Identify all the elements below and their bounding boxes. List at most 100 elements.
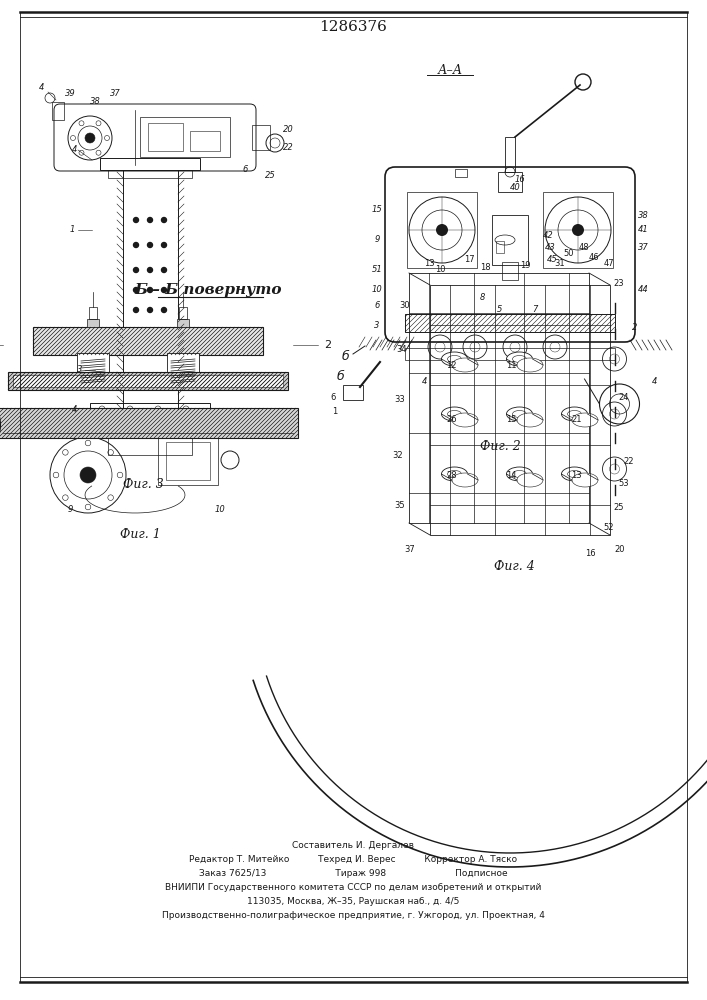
Bar [52,102,64,120]
Circle shape [148,267,153,272]
Bar [87,319,99,327]
Circle shape [161,308,167,312]
Bar [0,408,298,438]
Circle shape [148,288,153,292]
Ellipse shape [441,467,467,481]
Text: 8: 8 [479,292,485,302]
Bar [179,307,187,319]
Text: 42: 42 [543,231,554,239]
Text: 51: 51 [372,265,382,274]
Bar [492,215,528,265]
Text: б: б [341,351,349,363]
Ellipse shape [517,473,543,487]
Ellipse shape [517,358,543,372]
Text: 5: 5 [497,306,503,314]
Text: 45: 45 [547,255,557,264]
Ellipse shape [452,413,478,427]
Text: 32: 32 [392,450,403,460]
Text: 31: 31 [555,258,566,267]
Bar [89,307,97,319]
Text: Фиг. 2: Фиг. 2 [479,440,520,454]
Text: 9: 9 [374,235,380,244]
Ellipse shape [572,413,598,427]
Circle shape [85,133,95,143]
Text: 20: 20 [283,124,293,133]
Bar [407,192,477,268]
Text: 10: 10 [435,265,445,274]
Text: 35: 35 [395,500,405,510]
Text: 11: 11 [506,360,517,369]
Bar [543,192,613,268]
Circle shape [161,288,167,292]
Text: 38: 38 [90,98,100,106]
Text: Фиг. 1: Фиг. 1 [119,528,160,542]
Bar [343,385,363,400]
Circle shape [134,288,139,292]
Ellipse shape [561,467,588,481]
Text: А–А: А–А [438,64,462,77]
Text: 1: 1 [69,226,75,234]
Bar [405,348,615,360]
Text: 40: 40 [510,182,520,192]
Text: 25: 25 [614,504,624,512]
Bar [166,442,210,480]
Text: 26: 26 [446,416,457,424]
Ellipse shape [452,473,478,487]
Ellipse shape [517,413,543,427]
Text: 1286376: 1286376 [319,20,387,34]
Circle shape [148,218,153,223]
Ellipse shape [506,467,532,481]
Text: Редактор Т. Митейко          Техред И. Верес          Корректор А. Тяско: Редактор Т. Митейко Техред И. Верес Корр… [189,856,517,864]
Bar [108,170,192,178]
Text: Составитель И. Дергалев: Составитель И. Дергалев [292,840,414,850]
Text: 15: 15 [372,206,382,215]
Bar [498,172,522,192]
Text: 33: 33 [395,395,405,404]
Circle shape [134,267,139,272]
Circle shape [134,218,139,223]
Text: Заказ 7625/13                        Тираж 998                        Подписное: Заказ 7625/13 Тираж 998 Подписное [199,869,508,879]
Circle shape [436,224,448,236]
Ellipse shape [441,352,467,366]
Circle shape [134,308,139,312]
Text: 28: 28 [446,471,457,480]
Text: 37: 37 [110,90,120,99]
Bar [123,170,178,410]
Bar [177,319,189,327]
Text: 9: 9 [67,506,73,514]
Text: 22: 22 [283,142,293,151]
Text: 44: 44 [638,286,648,294]
Text: 3: 3 [77,365,83,374]
Bar [13,375,283,387]
Text: 53: 53 [619,479,629,488]
Bar [455,169,467,177]
Circle shape [161,218,167,223]
Bar [100,158,200,170]
Text: Б – Б повернуто: Б – Б повернуто [134,283,282,297]
Bar [77,353,109,385]
Bar [252,125,270,150]
Text: 19: 19 [520,260,530,269]
Text: 24: 24 [619,393,629,402]
Text: 6: 6 [330,392,336,401]
Text: 4: 4 [72,406,78,414]
Text: 6: 6 [374,300,380,310]
Text: б: б [336,370,344,383]
Text: 23: 23 [614,278,624,288]
Text: 34: 34 [397,346,407,355]
Circle shape [161,242,167,247]
Bar [190,131,220,151]
Bar [140,117,230,157]
Text: 113035, Москва, Ж–35, Раушская наб., д. 4/5: 113035, Москва, Ж–35, Раушская наб., д. … [247,898,459,906]
Text: Производственно-полиграфическое предприятие, г. Ужгород, ул. Проектная, 4: Производственно-полиграфическое предприя… [162,912,544,920]
Text: 41: 41 [638,226,648,234]
Text: 13: 13 [424,259,435,268]
Text: 21: 21 [571,416,581,424]
Bar [148,123,183,151]
Ellipse shape [452,358,478,372]
Bar [8,372,288,390]
Text: 30: 30 [399,300,410,310]
Circle shape [148,308,153,312]
Text: 15: 15 [506,416,517,424]
Circle shape [80,467,96,483]
